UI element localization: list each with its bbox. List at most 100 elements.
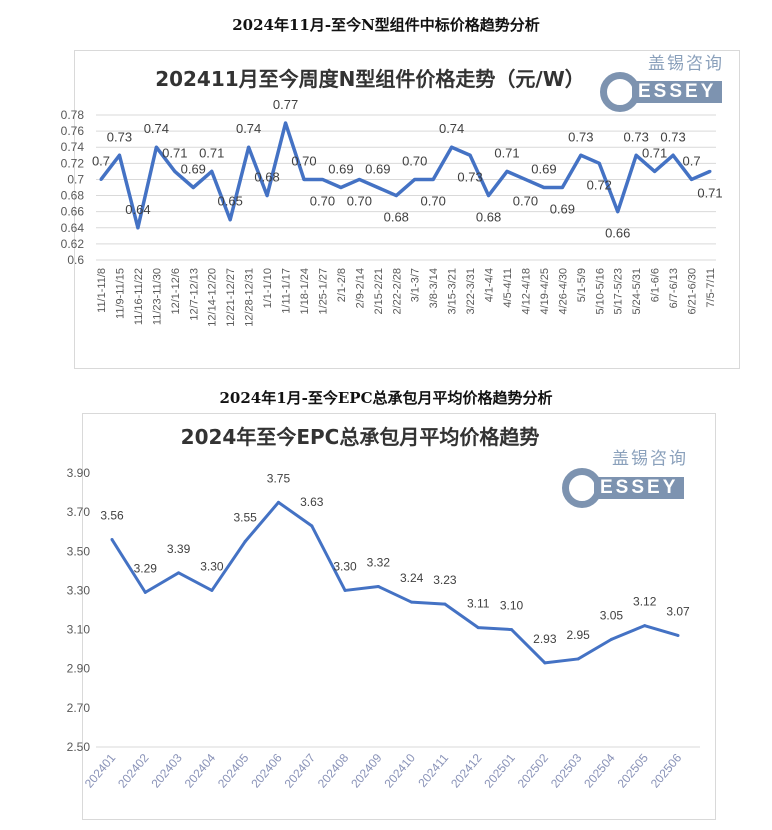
chart1-y-tick-label: 0.62 [61, 237, 85, 251]
chart2-data-point [476, 626, 480, 630]
chart1-y-tick-label: 0.78 [61, 108, 85, 122]
chart2-x-tick-label: 202506 [648, 751, 685, 791]
chart1-x-tick-label: 12/28-12/31 [244, 268, 256, 327]
chart1-document-title: 2024年11月-至今N型组件中标价格趋势分析 [232, 16, 540, 34]
chart1-data-point [191, 186, 195, 189]
chart1-x-tick-label: 2/1-2/8 [336, 268, 348, 302]
chart1-x-tick-label: 5/1-5/9 [576, 268, 588, 302]
chart1-data-label: 0.70 [310, 193, 335, 208]
chart1-x-tick-label: 3/22-3/31 [465, 268, 477, 314]
chart1-data-label: 0.70 [421, 193, 446, 208]
chart1-data-point [634, 153, 638, 157]
chart1-x-tick-label: 6/1-6/6 [650, 268, 662, 302]
chart1-x-tick-label: 12/14-12/20 [207, 268, 219, 327]
chart1-data-point [542, 186, 546, 189]
chart2-x-tick-label: 202403 [148, 751, 185, 791]
chart1-x-tick-label: 6/7-6/13 [668, 268, 680, 308]
chart1-x-tick-label: 12/1-12/6 [170, 268, 182, 314]
chart1-data-label: 0.73 [107, 129, 132, 144]
chart1-x-tick-label: 4/26-4/30 [557, 268, 569, 314]
chart2-x-tick-label: 202407 [282, 751, 319, 791]
chart1-data-point [468, 153, 472, 157]
chart2-document-title: 2024年1月-至今EPC总承包月平均价格趋势分析 [219, 389, 553, 407]
logo-text: ESSEY [632, 81, 723, 103]
logo-text: ESSEY [594, 477, 685, 499]
chart2-data-point [643, 624, 647, 628]
chart1-x-tick-label: 5/10-5/16 [594, 268, 606, 314]
chart1-data-label: 0.68 [384, 210, 409, 225]
chart1-data-label: 0.74 [439, 121, 464, 136]
chart2-y-tick-label: 3.50 [67, 544, 91, 558]
chart2-y-tick-label: 3.30 [67, 583, 91, 597]
chart2-y-tick-label: 3.10 [67, 623, 91, 637]
chart2-x-tick-label: 202401 [82, 751, 119, 791]
chart2-data-label: 3.55 [233, 511, 257, 525]
chart2-data-label: 3.05 [600, 608, 624, 622]
chart2-x-tick-label: 202410 [381, 751, 418, 791]
chart1-y-tick-label: 0.6 [67, 253, 84, 267]
chart2-data-point [343, 588, 347, 592]
chart2-data-point [510, 628, 514, 632]
chart1-y-tick-label: 0.64 [61, 221, 85, 235]
chart1-y-tick-label: 0.7 [67, 172, 84, 186]
chart1-y-tick-label: 0.72 [61, 156, 85, 170]
chart1-data-label: 0.64 [125, 202, 150, 217]
chart2-data-label: 3.56 [100, 509, 124, 523]
chart1-data-point [505, 169, 509, 173]
chart2-data-point [576, 657, 580, 661]
chart1-data-label: 0.70 [347, 193, 372, 208]
chart1-x-tick-label: 1/25-1/27 [317, 268, 329, 314]
chart2-data-point [543, 661, 547, 665]
chart2-x-tick-label: 202408 [315, 751, 352, 791]
chart1-data-point [487, 194, 491, 198]
chart1-data-label: 0.65 [218, 194, 243, 209]
gessey-logo-1: ESSEY [600, 72, 723, 112]
chart2-data-label: 3.11 [467, 597, 490, 611]
chart2-x-tick-label: 202402 [115, 751, 152, 791]
chart1-x-tick-label: 12/7-12/13 [188, 268, 200, 321]
chart1-data-label: 0.73 [660, 129, 685, 144]
chart1-data-label: 0.69 [531, 162, 556, 177]
chart2-data-label: 3.75 [267, 471, 291, 485]
chart2-data-label: 3.29 [134, 561, 158, 575]
logo-cn-2: 盖锡咨询 [612, 449, 688, 469]
chart1-x-tick-label: 4/1-4/4 [484, 268, 496, 302]
chart2-data-point [143, 590, 147, 594]
chart1-data-label: 0.74 [236, 121, 261, 136]
chart1-data-point [154, 145, 158, 149]
chart1-data-point [597, 161, 601, 165]
chart1-data-label: 0.73 [624, 129, 649, 144]
chart1-x-tick-label: 2/9-2/14 [354, 268, 366, 308]
chart2-data-point [376, 585, 380, 589]
chart1-data-label: 0.68 [476, 210, 501, 225]
chart2-data-point [276, 500, 280, 504]
chart2-x-tick-label: 202406 [248, 751, 285, 791]
chart1-y-tick-label: 0.66 [61, 205, 85, 219]
chart2-x-tick-label: 202411 [415, 751, 451, 790]
chart1-data-label: 0.70 [291, 153, 316, 168]
chart1-x-tick-label: 3/15-3/21 [447, 268, 459, 314]
chart1-data-point [560, 186, 564, 189]
chart1-x-tick-label: 11/23-11/30 [151, 268, 163, 325]
chart2-series-line [110, 500, 679, 665]
chart2-x-tick-label: 202405 [215, 751, 252, 791]
chart2-y-tick-label: 3.70 [67, 505, 91, 519]
chart1-data-point [210, 169, 214, 173]
chart1-data-label: 0.69 [181, 162, 206, 177]
chart1-data-point [523, 177, 527, 181]
chart1-data-label: 0.72 [587, 177, 612, 192]
chart1-data-point [99, 177, 103, 181]
gessey-logo-2: ESSEY [562, 468, 685, 508]
chart1-x-tick-label: 1/18-1/24 [299, 268, 311, 314]
chart1-data-label: 0.71 [697, 185, 722, 200]
chart1-x-tick-label: 6/21-6/30 [687, 268, 699, 314]
chart1-data-point [265, 194, 269, 198]
chart1-x-tick-label: 5/24-5/31 [631, 268, 643, 314]
chart1-data-label: 0.71 [162, 145, 187, 160]
chart1-data-point [284, 121, 288, 125]
chart2-data-point [443, 602, 447, 606]
chart2-data-point [676, 633, 680, 637]
chart2-data-label: 3.23 [433, 573, 457, 587]
chart2-y-tick-label: 2.50 [67, 740, 91, 754]
chart1-y-tick-label: 0.76 [61, 124, 85, 138]
